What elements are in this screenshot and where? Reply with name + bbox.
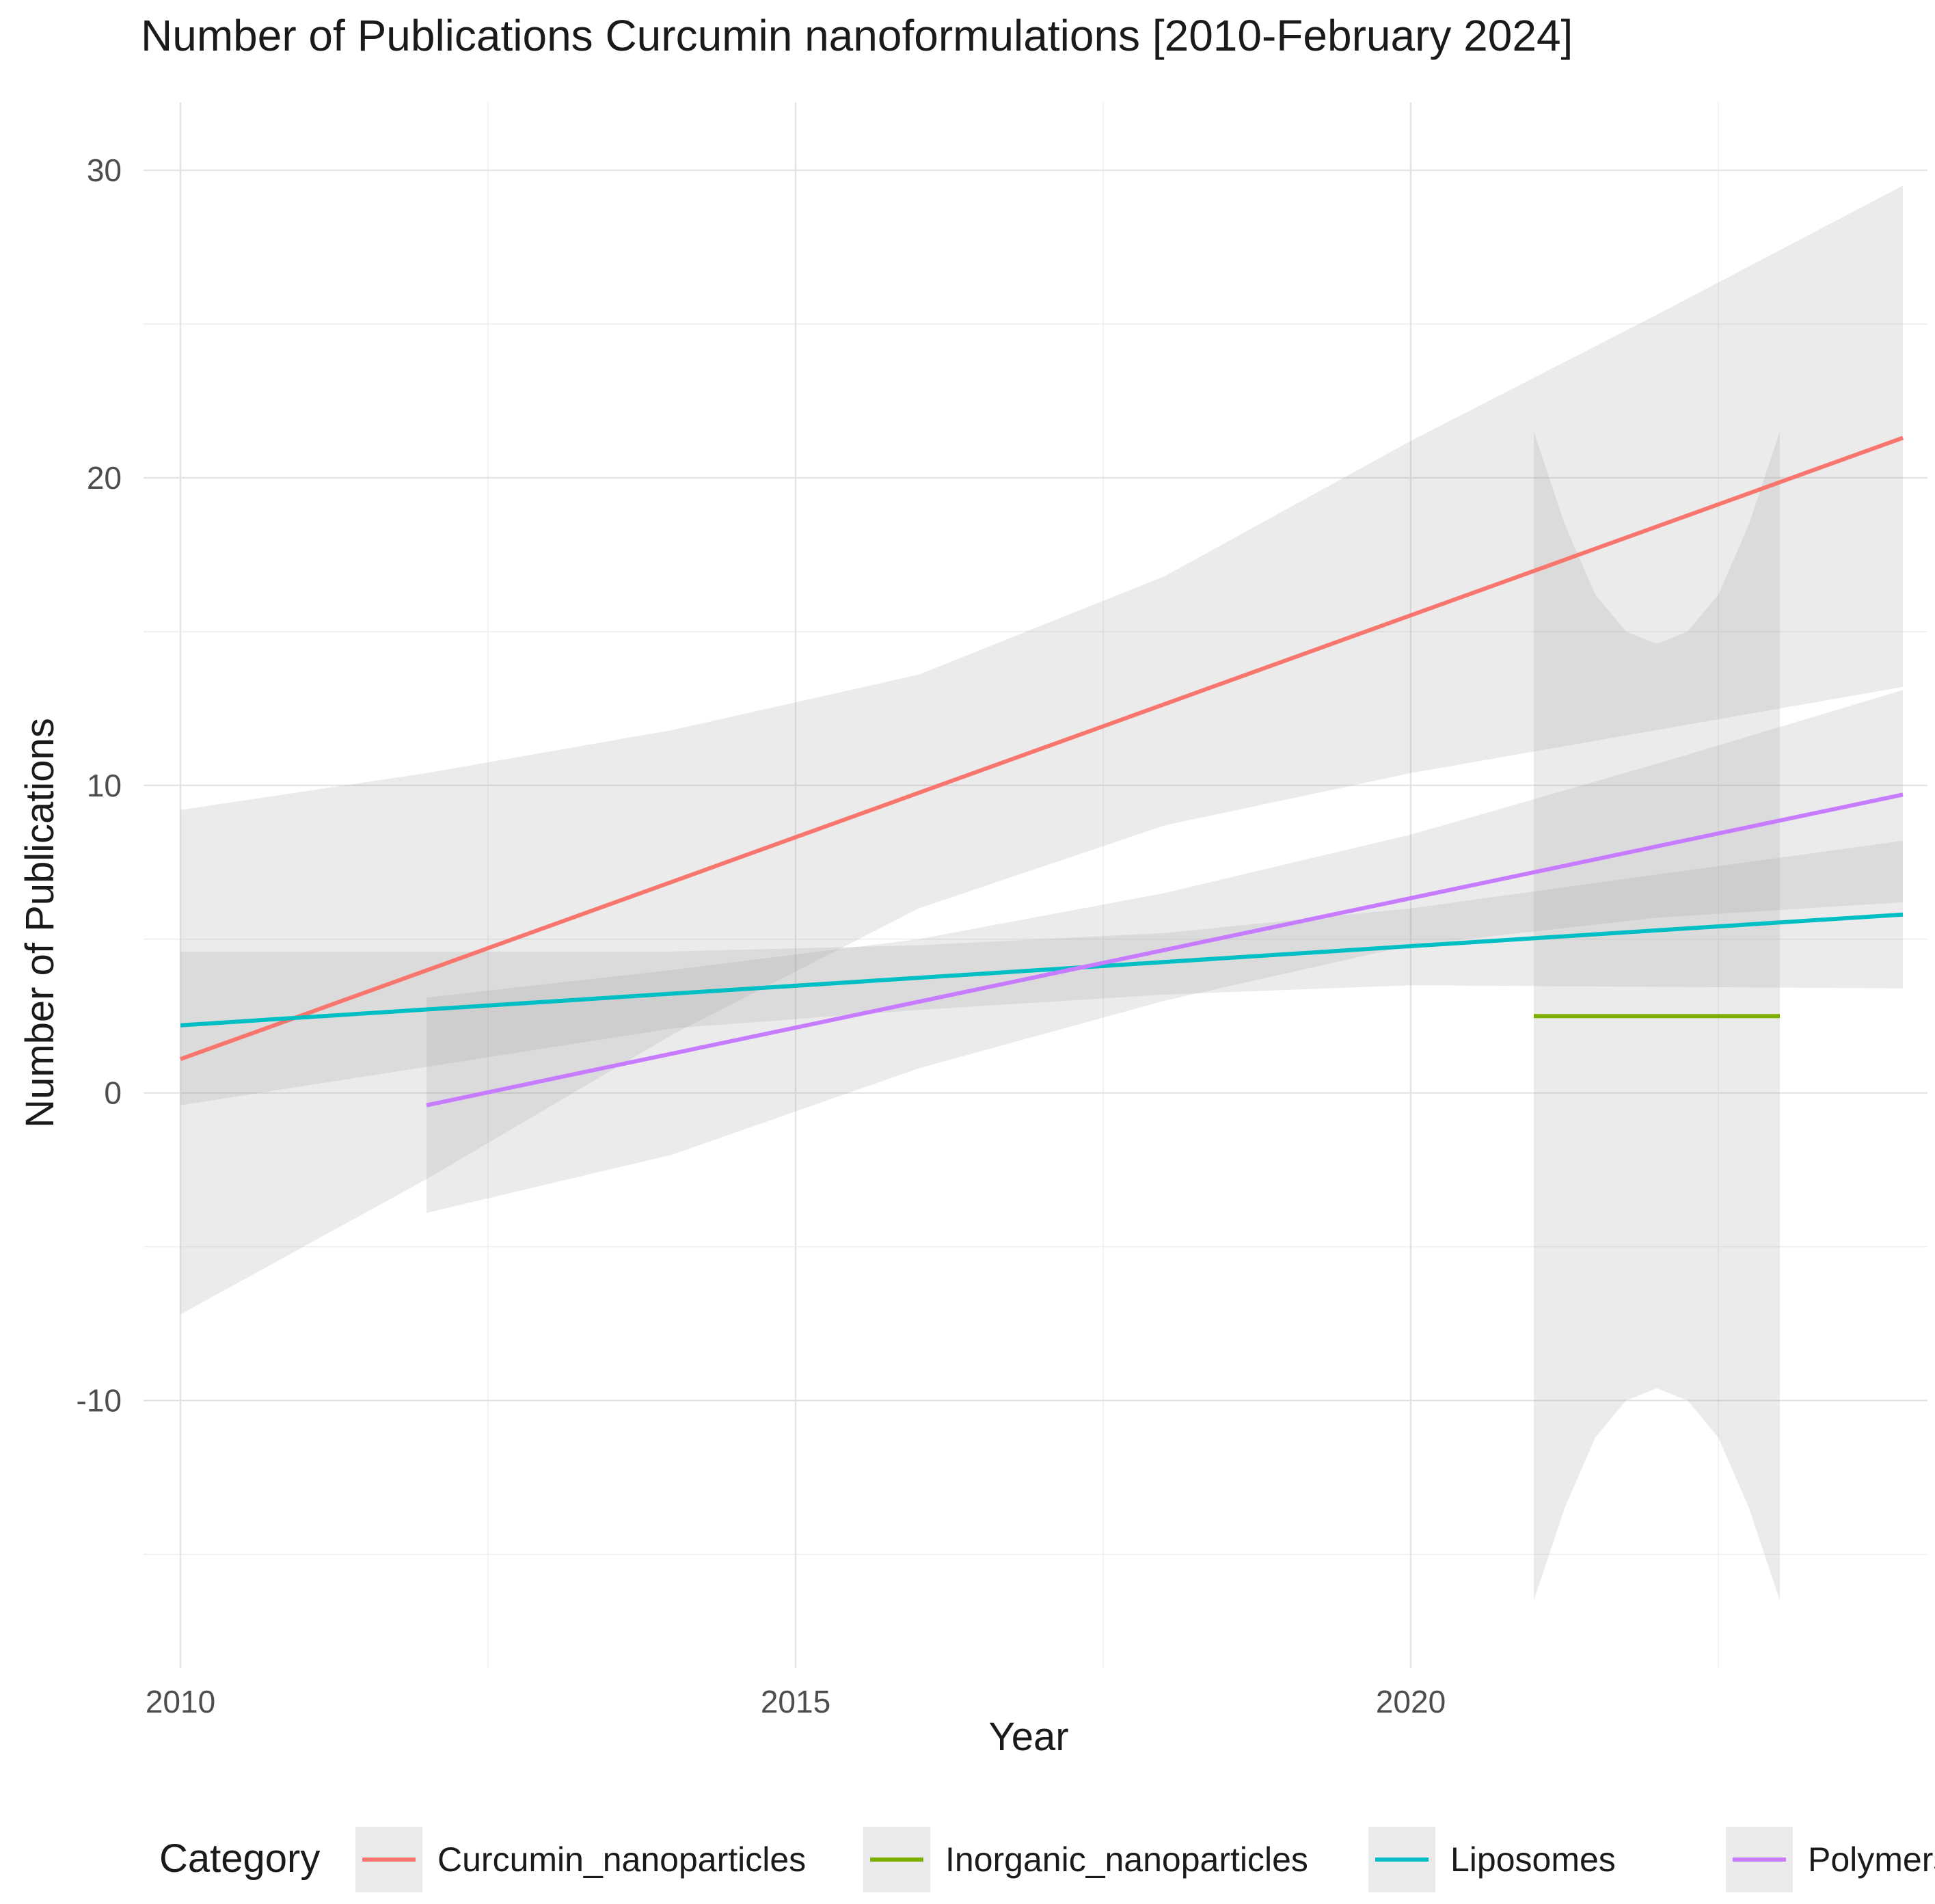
x-tick-label: 2010 [146, 1684, 215, 1719]
x-axis-title: Year [988, 1715, 1068, 1759]
legend-label-inorganic-nanoparticles: Inorganic_nanoparticles [945, 1840, 1308, 1879]
trend-lines [179, 435, 1904, 1108]
x-tick-label: 2020 [1376, 1684, 1446, 1719]
trend-line-liposomes [180, 912, 1904, 1028]
y-axis-title: Number of Publications [18, 718, 62, 1128]
legend-items: Curcumin_nanoparticles Inorganic_nanopart… [355, 1827, 1935, 1892]
chart-title: Number of Publications Curcumin nanoform… [141, 11, 1573, 60]
x-axis-tick-labels: 2010 2015 2020 [146, 1684, 1446, 1719]
y-tick-label: 20 [87, 460, 122, 496]
y-tick-label: 10 [87, 768, 122, 803]
legend-label-liposomes: Liposomes [1450, 1840, 1616, 1879]
legend: Category Curcumin_nanoparticles Inorganic… [159, 1827, 1935, 1892]
trend-line-polymers [426, 792, 1904, 1108]
y-tick-label: 30 [87, 152, 122, 188]
y-tick-label: -10 [77, 1383, 122, 1419]
y-axis-tick-labels: -10 0 10 20 30 [77, 152, 122, 1419]
legend-title: Category [159, 1836, 320, 1881]
y-tick-label: 0 [104, 1075, 122, 1111]
legend-label-polymers: Polymers [1808, 1840, 1935, 1879]
grid [144, 103, 1927, 1668]
trend-line-curcumin-nanoparticles [179, 435, 1904, 1062]
x-tick-label: 2015 [761, 1684, 830, 1719]
confidence-band-liposomes [180, 840, 1903, 1105]
legend-label-curcumin-nanoparticles: Curcumin_nanoparticles [437, 1840, 806, 1879]
